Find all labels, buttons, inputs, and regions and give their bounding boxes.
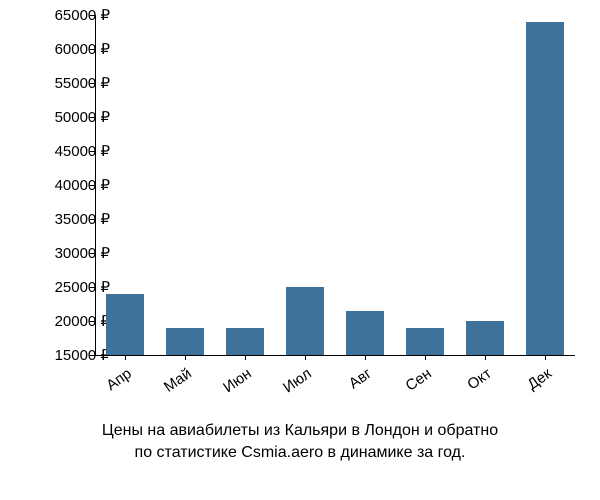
price-chart: 15000 ₽20000 ₽25000 ₽30000 ₽35000 ₽40000… [0,0,600,500]
bar [106,294,143,355]
y-tick-mark [90,355,95,356]
x-tick-label: Авг [332,365,375,402]
x-axis-line [95,355,575,356]
bar [526,22,563,355]
x-tick-mark [425,355,426,360]
bar [466,321,503,355]
bar [166,328,203,355]
x-tick-mark [125,355,126,360]
x-tick-label: Апр [92,365,135,402]
caption-line-2: по статистике Csmia.aero в динамике за г… [0,442,600,464]
bar [226,328,263,355]
bar [346,311,383,355]
x-tick-label: Май [152,365,195,402]
caption-line-1: Цены на авиабилеты из Кальяри в Лондон и… [0,420,600,442]
x-tick-mark [245,355,246,360]
x-tick-mark [545,355,546,360]
x-tick-mark [485,355,486,360]
x-tick-mark [185,355,186,360]
plot-area [95,15,575,355]
x-tick-mark [365,355,366,360]
bar [286,287,323,355]
bar [406,328,443,355]
x-tick-label: Июл [272,365,315,402]
x-tick-label: Окт [452,365,495,402]
x-tick-mark [305,355,306,360]
x-tick-label: Сен [392,365,435,402]
x-tick-label: Дек [512,365,555,402]
x-tick-label: Июн [212,365,255,402]
